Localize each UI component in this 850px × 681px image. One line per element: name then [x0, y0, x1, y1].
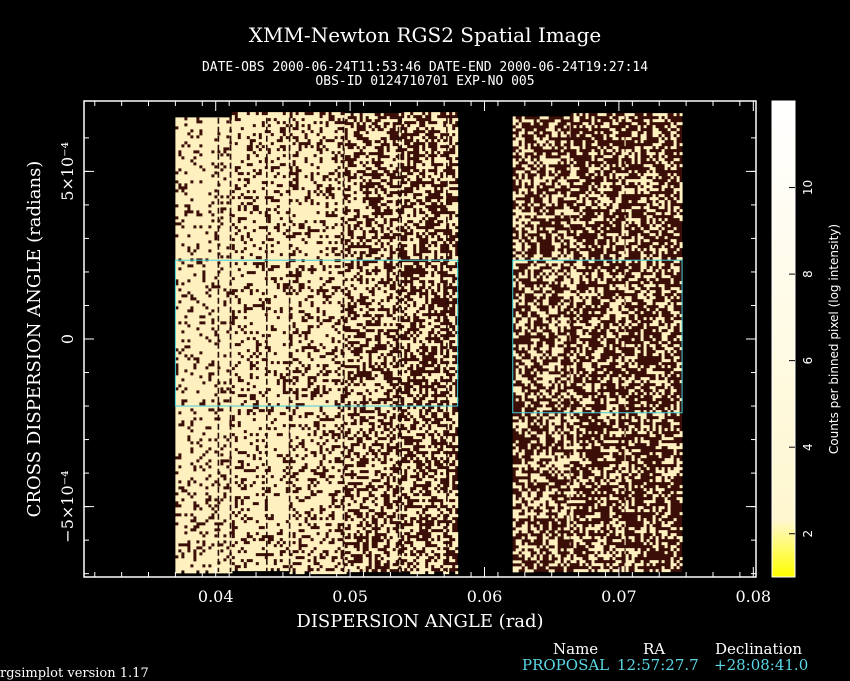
- detector-image: [175, 112, 683, 575]
- chart-title: XMM-Newton RGS2 Spatial Image: [248, 23, 602, 47]
- colorbar-ticks: 2 4 6 8 10: [789, 180, 815, 538]
- ra-column-label: RA: [643, 640, 666, 658]
- x-tick-label: 0.05: [332, 587, 368, 606]
- observation-dates: DATE-OBS 2000-06-24T11:53:46 DATE-END 20…: [201, 60, 649, 75]
- x-tick-label: 0.06: [467, 587, 503, 606]
- extraction-region-2: [512, 259, 683, 414]
- colorbar-label: Counts per binned pixel (log intensity): [827, 224, 841, 454]
- extraction-region-1: [174, 259, 459, 407]
- name-column-label: Name: [553, 640, 599, 658]
- x-axis-ticks: 0.04 0.05 0.06 0.07 0.08: [94, 101, 771, 606]
- ccd-strip-6: [512, 116, 573, 573]
- y-tick-label: −5×10⁻⁴: [58, 470, 77, 542]
- source-dec: +28:08:41.0: [714, 656, 809, 674]
- y-axis-label: CROSS DISPERSION ANGLE (radians): [24, 161, 45, 518]
- version-label: rgsimplot version 1.17: [0, 666, 149, 681]
- colorbar-tick-label: 6: [801, 357, 815, 365]
- x-tick-label: 0.04: [198, 587, 234, 606]
- ccd-strip-7: [570, 113, 628, 573]
- colorbar-tick-label: 4: [801, 443, 815, 451]
- ccd-strip-2: [231, 112, 292, 572]
- ccd-strip-4: [344, 113, 402, 573]
- ccd-strip-5: [401, 112, 459, 575]
- x-axis-label: DISPERSION ANGLE (rad): [296, 611, 543, 632]
- x-tick-label: 0.07: [601, 587, 637, 606]
- source-name: PROPOSAL: [522, 656, 610, 674]
- y-axis-ticks: −5×10⁻⁴ 0 5×10⁻⁴: [58, 137, 756, 575]
- colorbar: [771, 100, 796, 578]
- ccd-strip-3: [289, 112, 347, 575]
- extraction-regions: [174, 259, 683, 414]
- colorbar-tick-label: 2: [801, 530, 815, 538]
- colorbar-tick-label: 10: [801, 180, 815, 195]
- dec-column-label: Declination: [715, 640, 803, 658]
- y-tick-label: 0: [58, 334, 77, 344]
- x-tick-label: 0.08: [735, 587, 771, 606]
- ccd-strip-8: [625, 113, 683, 573]
- observation-id: OBS-ID 0124710701 EXP-NO 005: [315, 74, 535, 89]
- source-ra: 12:57:27.7: [617, 656, 699, 674]
- colorbar-tick-label: 8: [801, 270, 815, 278]
- ccd-strip-1: [175, 117, 233, 574]
- y-tick-label: 5×10⁻⁴: [58, 142, 77, 201]
